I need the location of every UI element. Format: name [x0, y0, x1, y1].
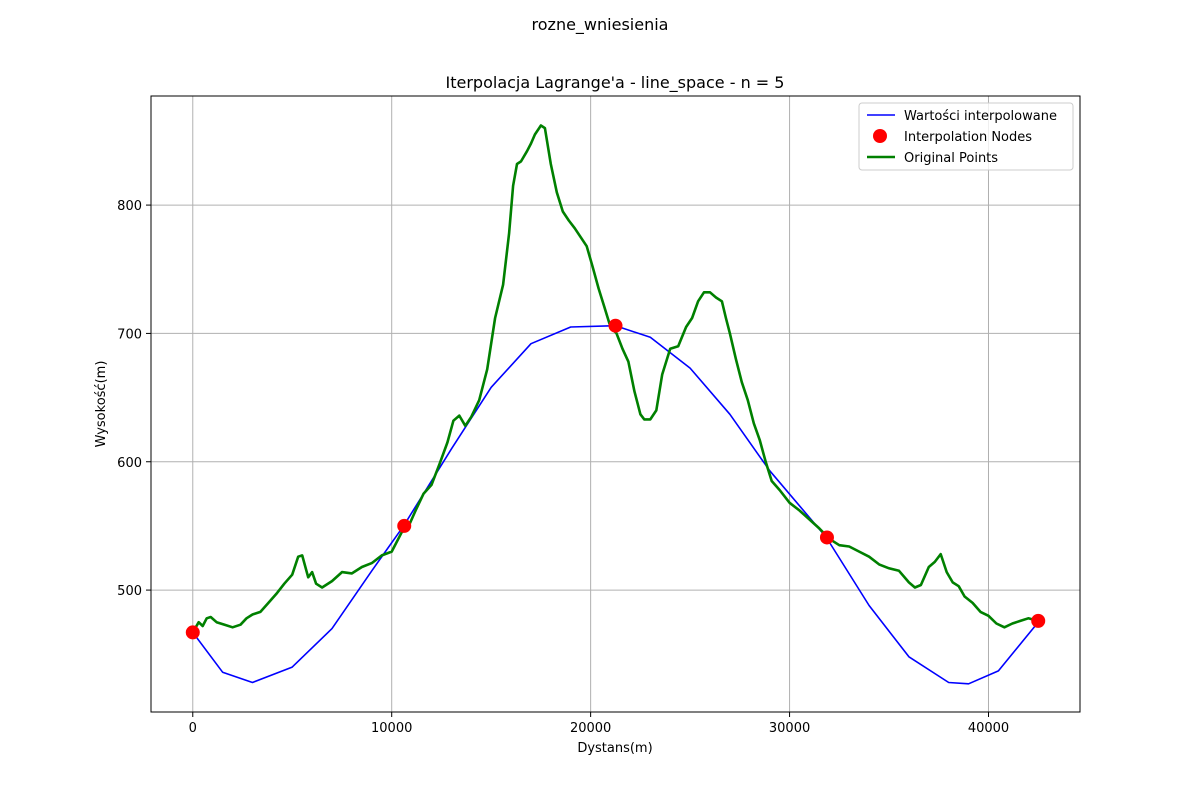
x-tick-label: 20000 [570, 721, 611, 736]
legend-box [858, 102, 1074, 171]
legend-label-original: Original Points [904, 151, 998, 166]
grid [151, 96, 1080, 712]
y-axis-ticks: 500 600 700 800 [117, 199, 151, 599]
interpolation-node-point [608, 318, 623, 333]
legend-label-interpolated: Wartości interpolowane [904, 109, 1057, 124]
chart-suptitle: rozne_wniesienia [532, 15, 669, 35]
legend-swatch-nodes [873, 129, 887, 143]
legend: Wartości interpolowane Interpolation Nod… [858, 102, 1074, 171]
x-tick-label: 40000 [968, 721, 1009, 736]
interpolation-node-point [397, 518, 412, 533]
x-tick-label: 10000 [371, 721, 412, 736]
interpolated-line [192, 324, 1039, 685]
interpolation-node-point [819, 530, 834, 545]
y-tick-label: 800 [117, 199, 142, 214]
chart-title: Iterpolacja Lagrange'a - line_space - n … [446, 73, 785, 93]
x-axis-ticks: 0 10000 20000 30000 40000 [189, 712, 1009, 736]
legend-label-nodes: Interpolation Nodes [904, 130, 1032, 145]
original-points-line [191, 124, 1039, 634]
x-tick-label: 30000 [769, 721, 810, 736]
axes-frame [150, 95, 1081, 713]
y-axis-label: Wysokość(m) [94, 361, 109, 448]
interpolation-node-point [1031, 613, 1046, 628]
y-tick-label: 600 [117, 456, 142, 471]
y-tick-label: 500 [117, 584, 142, 599]
x-axis-label: Dystans(m) [577, 741, 652, 756]
x-tick-label: 0 [189, 721, 197, 736]
y-tick-label: 700 [117, 327, 142, 342]
plot-area [185, 124, 1046, 685]
interpolation-node-point [185, 625, 200, 640]
